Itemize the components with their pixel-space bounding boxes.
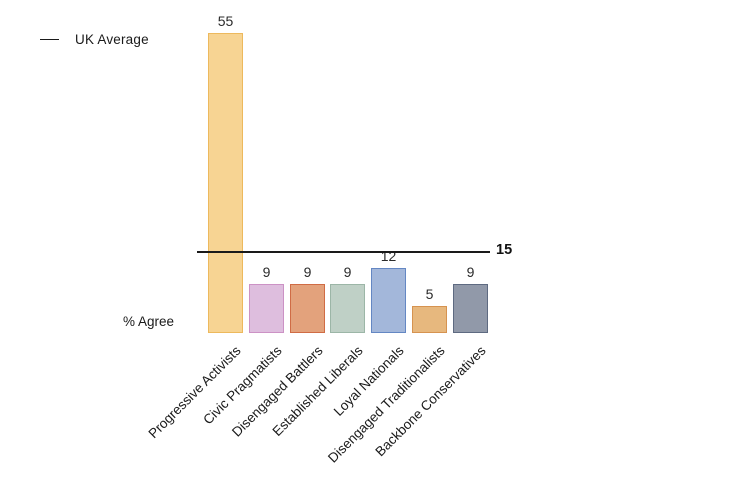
uk-average-line <box>197 251 490 253</box>
bar-value-loyal-nationals: 12 <box>380 248 397 264</box>
legend: UK Average <box>40 32 149 47</box>
bar-backbone-conservatives <box>453 284 488 333</box>
bar-disengaged-traditionalists <box>412 306 447 333</box>
bar-value-established-liberals: 9 <box>343 264 352 280</box>
bar-disengaged-battlers <box>290 284 325 333</box>
bar-loyal-nationals <box>371 268 406 333</box>
bar-civic-pragmatists <box>249 284 284 333</box>
bar-value-disengaged-battlers: 9 <box>303 264 312 280</box>
bar-progressive-activists <box>208 33 243 333</box>
legend-label: UK Average <box>75 32 149 47</box>
bar-established-liberals <box>330 284 365 333</box>
bar-value-disengaged-traditionalists: 5 <box>425 286 434 302</box>
y-axis-label: % Agree <box>123 314 175 329</box>
uk-average-value: 15 <box>496 242 513 258</box>
bar-value-backbone-conservatives: 9 <box>466 264 475 280</box>
bar-value-civic-pragmatists: 9 <box>262 264 271 280</box>
uk-average-line-swatch <box>40 39 59 40</box>
bar-value-progressive-activists: 55 <box>217 13 234 29</box>
